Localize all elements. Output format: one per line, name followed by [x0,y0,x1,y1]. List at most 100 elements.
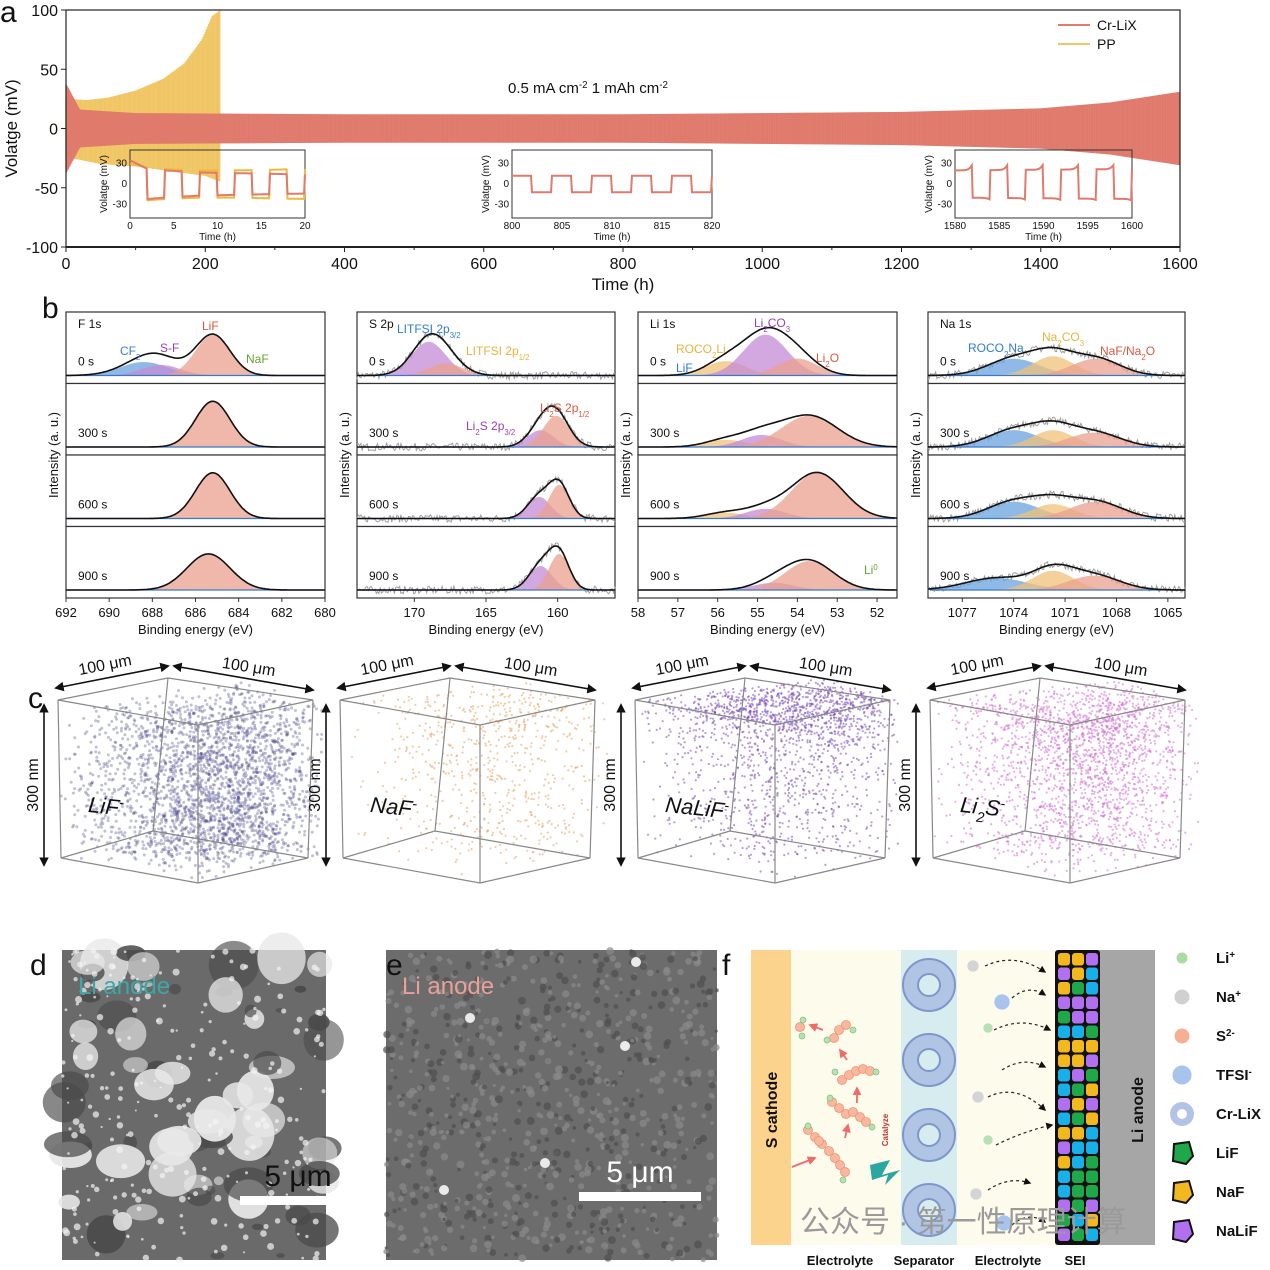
ion-point [111,757,114,760]
ion-point [570,737,573,740]
ion-point [237,822,241,826]
ion-point [278,713,282,717]
ion-point [262,728,266,732]
ion-point [200,716,204,719]
ion-point [111,744,115,748]
ion-point [266,786,270,789]
ion-point [185,785,189,788]
ion-point [570,765,573,768]
ion-point [257,809,261,813]
ion-point [91,780,95,784]
ion-point [557,739,560,743]
ion-point [214,735,218,739]
ion-point [453,826,456,830]
inset-series-cr-lix [955,162,1133,202]
ion-point [461,746,465,749]
ion-point [209,749,213,753]
ion-point [143,744,147,748]
ion-point [283,791,287,795]
ion-point [210,826,213,830]
ion-point [461,751,464,754]
ion-point [204,766,208,770]
ion-point [170,729,174,733]
ion-point [473,714,476,718]
ion-point [471,799,474,803]
ion-point [429,818,432,822]
ion-point [246,803,250,807]
ion-point [483,797,487,800]
ion-point [260,854,264,858]
ion-point [258,770,262,774]
ion-point [245,852,249,856]
envelope-fit [66,472,325,520]
ion-point [127,755,131,759]
ion-point [115,731,119,735]
ion-point [377,711,380,714]
ion-point [269,802,273,806]
ion-point [192,828,196,832]
ion-point [162,842,165,846]
ion-point [518,699,521,702]
ion-point [157,791,161,795]
ion-point [135,701,138,705]
ion-point [237,808,241,812]
ion-point [251,781,255,785]
ion-point [82,716,86,720]
ion-point [192,744,195,748]
ion-point [455,858,458,861]
ion-point [408,708,411,711]
ion-point [422,820,425,823]
ion-point [251,840,255,844]
ion-point [242,791,246,795]
envelope-fit [357,332,615,377]
ion-point [404,717,407,720]
ion-point [188,730,192,734]
ion-point [494,791,497,794]
x-tick-label: 800 [610,256,637,273]
ion-point [289,790,293,794]
ion-point [248,788,252,792]
ion-point [217,737,221,740]
ion-point [187,798,191,802]
x-tick-label: 1065 [1153,605,1182,620]
ion-point [220,747,224,751]
ion-point [237,730,241,734]
fitted-peak [66,362,325,376]
ion-point [225,763,229,767]
ion-point [109,764,113,767]
ion-point [130,697,134,701]
ion-point [163,824,167,828]
component-label: Na2CO3 [1042,330,1084,348]
ion-point [224,840,228,844]
ion-point [129,714,133,718]
ion-point [283,706,287,710]
ion-point [89,750,93,754]
ion-point [529,693,532,696]
ion-point [172,813,176,817]
ion-point [142,826,146,830]
ion-point [221,859,225,863]
ion-point [262,792,266,796]
ion-point [110,830,113,834]
ion-point [254,767,258,771]
ion-point [188,815,191,819]
ion-point [190,876,194,880]
ion-point [207,811,211,815]
ion-point [179,865,183,869]
ion-point [139,733,143,737]
ion-point [207,763,211,767]
ion-point [269,824,273,828]
ion-point [153,704,157,708]
ion-point [279,732,283,736]
ion-point [149,786,153,790]
x-tick-label: 688 [141,605,163,620]
text-span: NaF/Na [1100,344,1142,358]
ion-point [182,726,186,730]
ion-point [272,828,276,831]
ion-point [120,720,124,724]
ion-point [218,696,222,700]
ion-point [276,787,280,790]
ion-point [506,808,509,811]
ion-point [210,707,214,711]
